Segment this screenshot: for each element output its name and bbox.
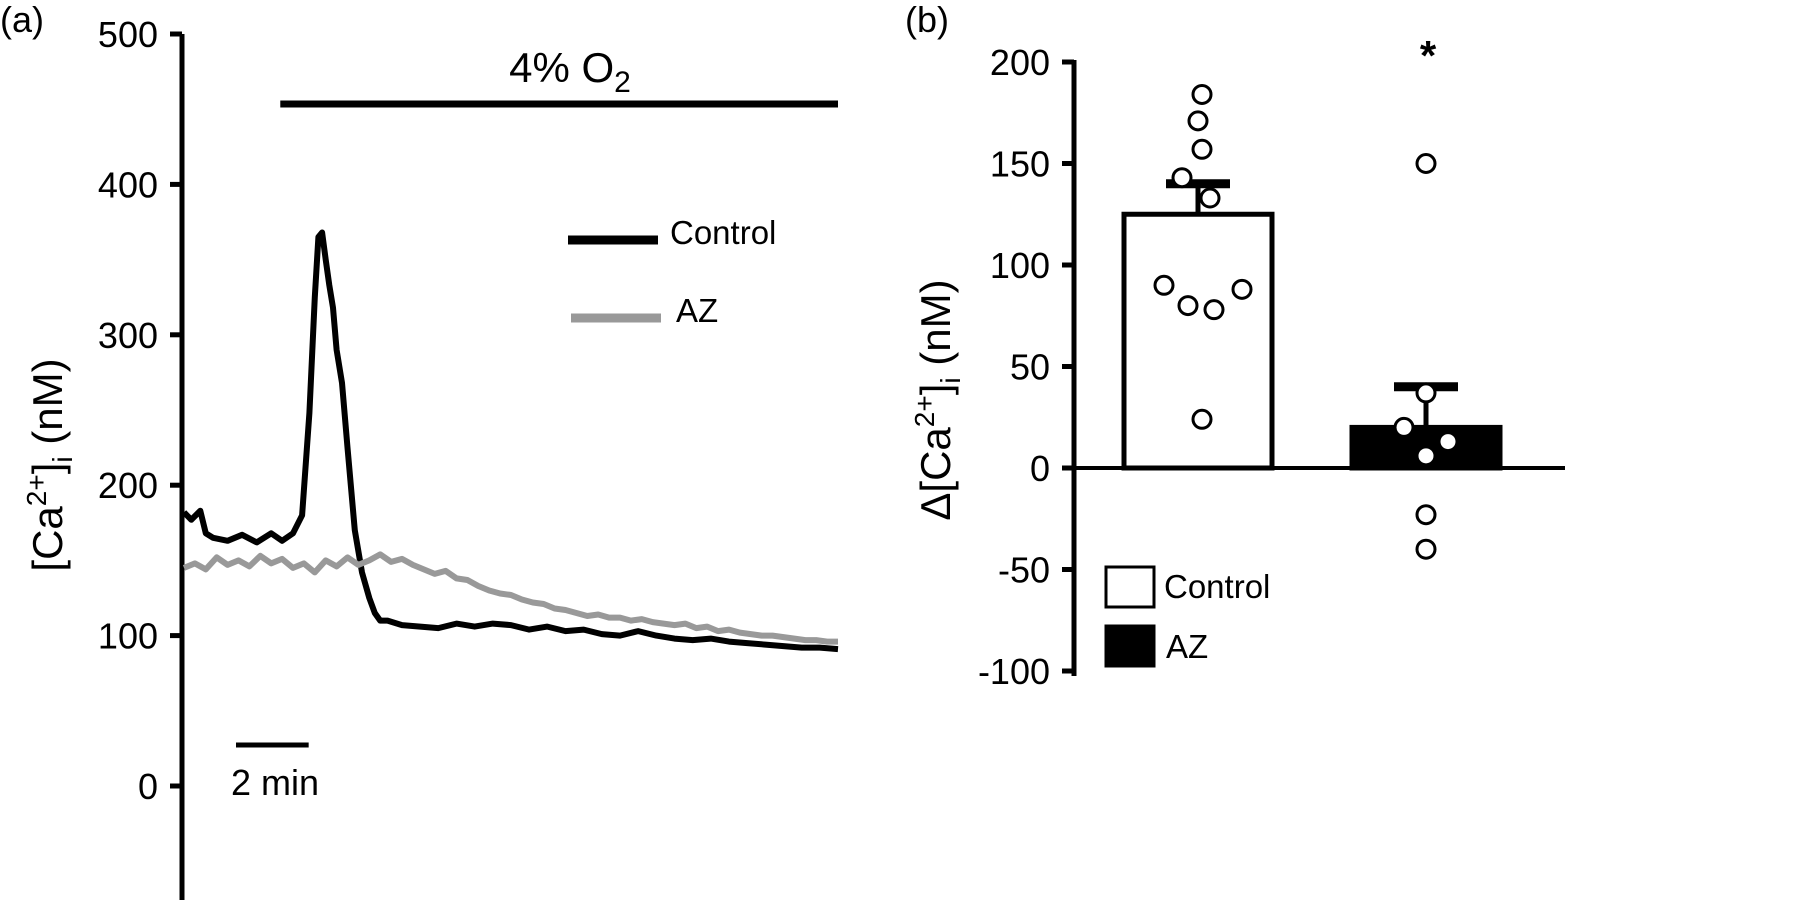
- time-scale-bar: 2 min: [231, 742, 319, 803]
- stimulus-label: 4% O2: [509, 44, 631, 99]
- panel-b-bars: [1121, 179, 1503, 471]
- bar-control: [1121, 211, 1275, 471]
- trace-az: [182, 551, 838, 645]
- panel-a-y-tick-label: 400: [98, 164, 158, 205]
- panel-b-points: [1153, 83, 1459, 560]
- legend-label-control-bar: Control: [1164, 568, 1270, 605]
- panel-a-y-tick-label: 500: [98, 14, 158, 55]
- legend-swatch-az-bar: [1104, 624, 1156, 668]
- panel-a-traces: [181, 229, 839, 653]
- data-point-control: [1171, 167, 1193, 189]
- panel-b-y-tick-label: 200: [990, 42, 1050, 83]
- panel-a-y-ticks: 0 100 200 300 400 500: [98, 14, 182, 807]
- data-point-control: [1177, 295, 1199, 317]
- panel-b-y-tick-label: 100: [990, 245, 1050, 286]
- data-point-control: [1199, 187, 1221, 209]
- panel-b-y-tick-label: 0: [1030, 448, 1050, 489]
- panel-b-y-ticks: -100 -50 0 50 100 150 200: [978, 42, 1074, 692]
- data-point-az: [1415, 382, 1437, 404]
- panel-a-label: (a): [0, 0, 44, 40]
- data-point-az: [1415, 504, 1437, 526]
- panel-a-y-tick-label: 200: [98, 465, 158, 506]
- panel-b-y-tick-label: 150: [990, 144, 1050, 185]
- panel-b-label: (b): [905, 0, 949, 40]
- panel-a-y-axis-label: [Ca2+]i (nM): [21, 358, 78, 571]
- legend-label-az: AZ: [676, 292, 718, 329]
- data-point-az: [1437, 431, 1459, 453]
- data-point-control: [1187, 110, 1209, 132]
- panel-a-legend: Control AZ: [568, 214, 776, 329]
- panel-b-y-axis-label: Δ[Ca2+]i (nM): [909, 279, 966, 520]
- panel-b-y-tick-label: -50: [998, 550, 1050, 591]
- data-point-az: [1415, 153, 1437, 174]
- data-point-control: [1231, 278, 1253, 300]
- scale-bar-label: 2 min: [231, 762, 319, 803]
- panel-b-legend: Control AZ: [1104, 565, 1270, 668]
- significance-asterisk: *: [1420, 32, 1437, 79]
- panel-a-y-tick-label: 0: [138, 766, 158, 807]
- panel-b-y-tick-label: -100: [978, 651, 1050, 692]
- legend-swatch-control-bar: [1104, 565, 1156, 609]
- data-point-az: [1415, 538, 1437, 560]
- data-point-control: [1191, 83, 1213, 105]
- panel-b-y-tick-label: 50: [1010, 347, 1050, 388]
- trace-control: [181, 229, 839, 653]
- panel-a-y-tick-label: 100: [98, 616, 158, 657]
- stimulus-annotation: 4% O2: [280, 44, 838, 108]
- data-point-az: [1415, 445, 1437, 467]
- data-point-az: [1393, 416, 1415, 438]
- data-point-control: [1203, 299, 1225, 321]
- data-point-control: [1191, 138, 1213, 160]
- legend-label-control: Control: [670, 214, 776, 251]
- panel-a-y-tick-label: 300: [98, 315, 158, 356]
- data-point-control: [1153, 274, 1175, 296]
- legend-label-az-bar: AZ: [1166, 628, 1208, 665]
- data-point-control: [1191, 408, 1213, 430]
